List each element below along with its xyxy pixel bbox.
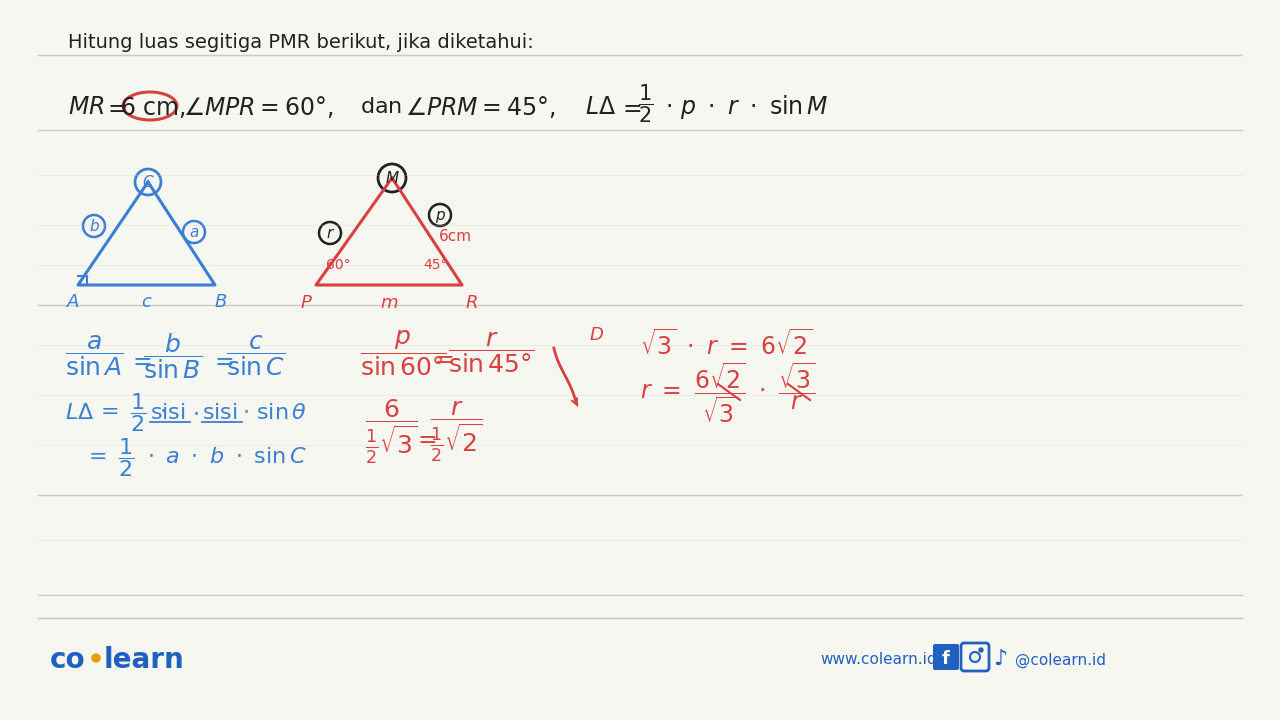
- Text: learn: learn: [104, 646, 184, 674]
- Text: $\cdot\ \sin\theta$: $\cdot\ \sin\theta$: [242, 403, 307, 423]
- Circle shape: [979, 648, 983, 652]
- Text: B: B: [215, 293, 227, 311]
- Text: $\cdot\ p\ \cdot\ r\ \cdot\ \sin M$: $\cdot\ p\ \cdot\ r\ \cdot\ \sin M$: [666, 93, 828, 121]
- Text: c: c: [141, 293, 151, 311]
- Text: Hitung luas segitiga PMR berikut, jika diketahui:: Hitung luas segitiga PMR berikut, jika d…: [68, 32, 534, 52]
- Text: $=\ \dfrac{1}{2}\ \cdot\ a\ \cdot\ b\ \cdot\ \sin C$: $=\ \dfrac{1}{2}\ \cdot\ a\ \cdot\ b\ \c…: [84, 436, 307, 480]
- Text: $r\ =\ \dfrac{6\sqrt{2}}{\sqrt{3}}\ \cdot\ \dfrac{\sqrt{3}}{r}$: $r\ =\ \dfrac{6\sqrt{2}}{\sqrt{3}}\ \cdo…: [640, 361, 815, 426]
- Text: $\dfrac{b}{\sin B}$: $\dfrac{b}{\sin B}$: [143, 331, 202, 381]
- Text: $\dfrac{p}{\sin 60°}$: $\dfrac{p}{\sin 60°}$: [360, 328, 447, 378]
- Text: $=$: $=$: [413, 426, 436, 450]
- Text: $\mathrm{sisi}$: $\mathrm{sisi}$: [150, 403, 186, 423]
- Text: a: a: [189, 225, 198, 240]
- Text: co: co: [50, 646, 86, 674]
- Text: 45°: 45°: [424, 258, 448, 272]
- Text: C: C: [142, 174, 154, 189]
- Text: $=$: $=$: [430, 346, 454, 370]
- Text: A: A: [67, 293, 79, 311]
- Text: f: f: [942, 650, 950, 668]
- Text: $\dfrac{1}{2}$: $\dfrac{1}{2}$: [637, 83, 653, 125]
- Circle shape: [92, 654, 100, 662]
- Text: www.colearn.id: www.colearn.id: [820, 652, 937, 667]
- Text: r: r: [326, 225, 333, 240]
- Text: $\dfrac{c}{\sin C}$: $\dfrac{c}{\sin C}$: [227, 333, 285, 379]
- Text: $L\Delta$: $L\Delta$: [585, 95, 616, 119]
- Text: $\dfrac{6}{\frac{1}{2}\sqrt{3}}$: $\dfrac{6}{\frac{1}{2}\sqrt{3}}$: [365, 398, 419, 466]
- Text: p: p: [435, 207, 445, 222]
- Text: ♪: ♪: [993, 649, 1007, 669]
- Text: D: D: [590, 326, 604, 344]
- Text: R: R: [466, 294, 479, 312]
- Text: b: b: [90, 218, 99, 233]
- Text: $\angle MPR = 60°,$: $\angle MPR = 60°,$: [183, 94, 333, 120]
- Text: m: m: [380, 294, 398, 312]
- Text: $\dfrac{a}{\sin A}$: $\dfrac{a}{\sin A}$: [65, 333, 124, 379]
- Text: $MR$: $MR$: [68, 95, 105, 119]
- Text: @colearn.id: @colearn.id: [1015, 652, 1106, 667]
- Text: $\mathrm{sisi}$: $\mathrm{sisi}$: [202, 403, 238, 423]
- Text: $6\ \mathrm{cm},$: $6\ \mathrm{cm},$: [120, 94, 186, 120]
- Text: $=$: $=$: [102, 95, 127, 119]
- Text: $=\ \dfrac{1}{2}\ \cdot$: $=\ \dfrac{1}{2}\ \cdot$: [96, 392, 165, 434]
- Text: $\angle PRM = 45°,$: $\angle PRM = 45°,$: [404, 94, 556, 120]
- Text: M: M: [385, 171, 398, 186]
- Text: $=$: $=$: [210, 348, 234, 372]
- Text: P: P: [301, 294, 311, 312]
- Text: $\mathrm{dan}$: $\mathrm{dan}$: [360, 97, 402, 117]
- Text: $\cdot$: $\cdot$: [192, 403, 198, 423]
- Text: $L\Delta$: $L\Delta$: [65, 403, 95, 423]
- Text: $\dfrac{r}{\frac{1}{2}\sqrt{2}}$: $\dfrac{r}{\frac{1}{2}\sqrt{2}}$: [430, 400, 483, 464]
- FancyBboxPatch shape: [933, 644, 959, 670]
- Text: $\dfrac{r}{\sin 45°}$: $\dfrac{r}{\sin 45°}$: [448, 330, 534, 375]
- Text: $=$: $=$: [618, 95, 641, 119]
- Text: $\sqrt{3}\ \cdot\ r\ =\ 6\sqrt{2}$: $\sqrt{3}\ \cdot\ r\ =\ 6\sqrt{2}$: [640, 330, 813, 360]
- Text: 60°: 60°: [325, 258, 351, 272]
- Text: 6cm: 6cm: [439, 228, 471, 243]
- Text: $=$: $=$: [128, 348, 152, 372]
